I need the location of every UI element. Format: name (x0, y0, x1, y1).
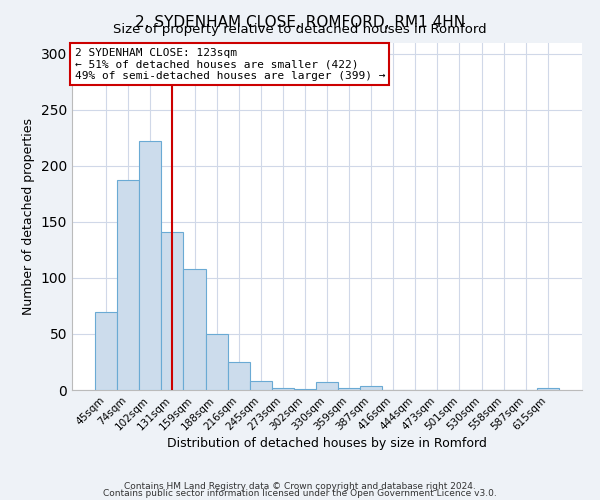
Y-axis label: Number of detached properties: Number of detached properties (22, 118, 35, 315)
X-axis label: Distribution of detached houses by size in Romford: Distribution of detached houses by size … (167, 438, 487, 450)
Bar (161, 232, 184, 390)
Bar (95, 312, 117, 390)
Text: Contains public sector information licensed under the Open Government Licence v3: Contains public sector information licen… (103, 489, 497, 498)
Bar (206, 334, 227, 390)
Text: 2 SYDENHAM CLOSE: 123sqm
← 51% of detached houses are smaller (422)
49% of semi-: 2 SYDENHAM CLOSE: 123sqm ← 51% of detach… (74, 48, 385, 81)
Bar (338, 388, 360, 390)
Bar (537, 388, 559, 390)
Text: Size of property relative to detached houses in Romford: Size of property relative to detached ho… (113, 22, 487, 36)
Bar (250, 381, 272, 390)
Text: Contains HM Land Registry data © Crown copyright and database right 2024.: Contains HM Land Registry data © Crown c… (124, 482, 476, 491)
Text: 2, SYDENHAM CLOSE, ROMFORD, RM1 4HN: 2, SYDENHAM CLOSE, ROMFORD, RM1 4HN (135, 15, 465, 30)
Bar (316, 382, 338, 390)
Bar (117, 180, 139, 390)
Bar (294, 389, 316, 390)
Bar (360, 386, 382, 390)
Bar (272, 388, 294, 390)
Bar (227, 362, 250, 390)
Bar (184, 269, 206, 390)
Bar (139, 141, 161, 390)
